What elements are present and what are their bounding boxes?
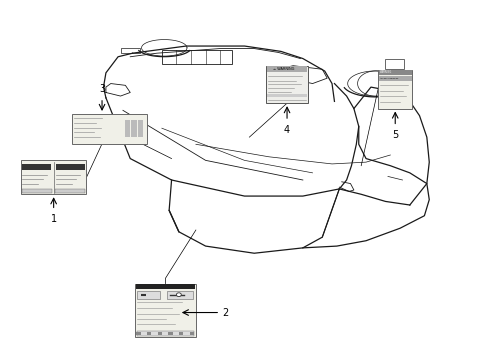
Text: WARNING: WARNING [379,70,391,74]
Bar [378,69,411,75]
Bar [377,69,411,109]
Bar [136,284,195,289]
Bar [21,160,86,194]
Bar [384,59,403,68]
Bar [137,291,160,298]
Bar [22,164,51,170]
Bar [266,66,307,103]
Bar [168,332,172,336]
Bar [56,164,84,170]
Bar [267,94,306,97]
Bar [136,332,140,336]
Bar [135,284,196,337]
Ellipse shape [176,293,181,297]
Text: 4: 4 [284,125,289,135]
Bar [162,50,232,64]
Bar [378,76,411,81]
Bar [138,120,143,137]
Text: 5: 5 [391,130,398,140]
Bar [55,189,85,193]
Bar [136,331,194,336]
Bar [179,332,183,336]
Bar [166,291,193,298]
Text: ADVERTISSEMENT: ADVERTISSEMENT [379,78,398,79]
Bar [124,120,130,137]
Bar [120,48,140,53]
Bar [189,332,194,336]
Bar [147,332,151,336]
Bar [22,189,52,193]
Text: ⚠ WARNING: ⚠ WARNING [272,67,293,71]
Bar [72,114,147,144]
Text: 1: 1 [50,214,57,224]
Bar [267,66,306,72]
Bar [131,120,137,137]
Text: 3: 3 [99,84,105,94]
Bar [158,332,162,336]
Text: 2: 2 [222,307,228,318]
